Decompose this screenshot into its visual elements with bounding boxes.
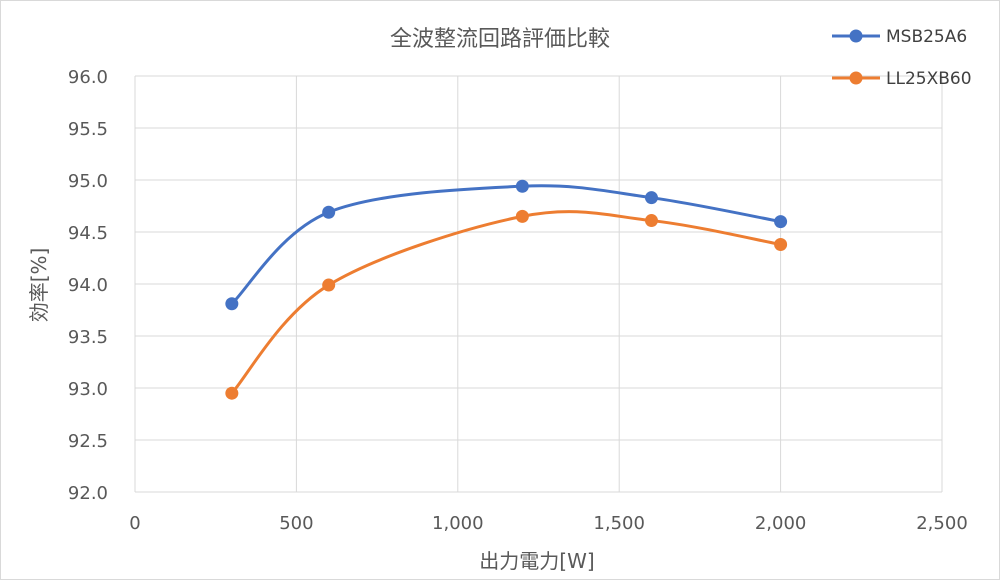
axes: 92.0 92.5 93.0 93.5 94.0 94.5 95.0 95.5 96.0 0 500… — [68, 67, 968, 534]
x-tick-label: 500 — [279, 513, 313, 534]
y-tick-label: 94.0 — [68, 275, 108, 296]
data-point — [774, 215, 788, 229]
data-point — [644, 214, 658, 228]
y-tick-label: 92.5 — [68, 431, 108, 452]
y-tick-label: 92.0 — [68, 483, 108, 504]
legend: MSB25A6 LL25XB60 — [832, 27, 972, 89]
data-point — [225, 297, 239, 311]
legend-label: LL25XB60 — [886, 69, 972, 89]
legend-swatch-marker — [849, 71, 863, 85]
y-axis-title: 効率[%] — [27, 248, 51, 323]
legend-swatch-marker — [849, 29, 863, 43]
x-axis-title: 出力電力[W] — [479, 549, 594, 573]
y-tick-label: 95.0 — [68, 171, 108, 192]
data-point — [774, 237, 788, 251]
y-tick-label: 93.5 — [68, 327, 108, 348]
x-tick-label: 2,500 — [916, 513, 968, 534]
grid — [134, 75, 943, 493]
y-tick-label: 96.0 — [68, 67, 108, 88]
data-point — [322, 205, 336, 219]
legend-label: MSB25A6 — [886, 27, 967, 47]
y-tick-label: 94.5 — [68, 223, 108, 244]
data-point — [515, 209, 529, 223]
series-line — [230, 210, 781, 395]
data-point — [515, 179, 529, 193]
x-tick-label: 1,500 — [593, 513, 645, 534]
x-tick-label: 1,000 — [432, 513, 484, 534]
chart-title: 全波整流回路評価比較 — [390, 27, 610, 52]
x-tick-label: 2,000 — [755, 513, 807, 534]
series — [225, 179, 788, 400]
x-tick-label: 0 — [129, 513, 140, 534]
data-point — [322, 278, 336, 292]
y-tick-label: 95.5 — [68, 119, 108, 140]
data-point — [644, 191, 658, 205]
data-point — [225, 386, 239, 400]
y-tick-label: 93.0 — [68, 379, 108, 400]
